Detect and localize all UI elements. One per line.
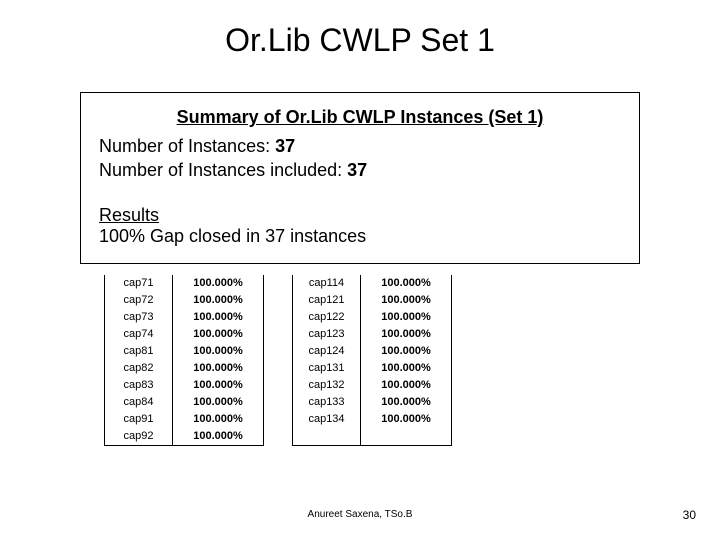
results-table: cap71 cap72 cap73 cap74 cap81 cap82 cap8… (104, 275, 452, 446)
slide-title: Or.Lib CWLP Set 1 (0, 22, 720, 59)
summary-line-1: Number of Instances: 37 (99, 134, 621, 158)
table-cell: 100.000% (173, 360, 263, 377)
table-cell: cap133 (293, 394, 360, 411)
table-pair: cap71 cap72 cap73 cap74 cap81 cap82 cap8… (104, 275, 264, 446)
table-cell: cap81 (105, 343, 172, 360)
table-cell: cap121 (293, 292, 360, 309)
results-line: 100% Gap closed in 37 instances (99, 226, 621, 247)
table-cell: 100.000% (173, 428, 263, 445)
slide: Or.Lib CWLP Set 1 Summary of Or.Lib CWLP… (0, 0, 720, 540)
table-cell: 100.000% (361, 411, 451, 428)
table-cell: cap92 (105, 428, 172, 445)
table-cell: cap122 (293, 309, 360, 326)
footer-page-number: 30 (683, 508, 696, 522)
results-heading: Results (99, 205, 621, 226)
table-cell: 100.000% (361, 377, 451, 394)
table-cell: cap72 (105, 292, 172, 309)
table-cell: 100.000% (361, 292, 451, 309)
results-prefix: 100% Gap closed in (99, 226, 265, 246)
results-suffix: instances (285, 226, 366, 246)
table-cell: 100.000% (173, 377, 263, 394)
table-cell: cap73 (105, 309, 172, 326)
summary-heading: Summary of Or.Lib CWLP Instances (Set 1) (99, 107, 621, 128)
summary-line-2-value: 37 (347, 160, 367, 180)
summary-line-2: Number of Instances included: 37 (99, 158, 621, 182)
table-cell: cap131 (293, 360, 360, 377)
table-cell: 100.000% (361, 394, 451, 411)
table-cell: cap123 (293, 326, 360, 343)
table-cell: cap71 (105, 275, 172, 292)
table-cell: 100.000% (173, 309, 263, 326)
table-cell: 100.000% (361, 326, 451, 343)
summary-box: Summary of Or.Lib CWLP Instances (Set 1)… (80, 92, 640, 264)
table-cell: 100.000% (361, 309, 451, 326)
summary-line-1-prefix: Number of Instances: (99, 136, 275, 156)
table-col-name: cap114 cap121 cap122 cap123 cap124 cap13… (292, 275, 360, 446)
table-cell: cap83 (105, 377, 172, 394)
table-pair: cap114 cap121 cap122 cap123 cap124 cap13… (292, 275, 452, 446)
table-cell: 100.000% (173, 411, 263, 428)
table-cell: 100.000% (173, 326, 263, 343)
table-cell: 100.000% (173, 292, 263, 309)
table-cell: cap91 (105, 411, 172, 428)
table-cell: 100.000% (361, 360, 451, 377)
table-col-name: cap71 cap72 cap73 cap74 cap81 cap82 cap8… (104, 275, 172, 446)
table-col-pct: 100.000% 100.000% 100.000% 100.000% 100.… (360, 275, 452, 446)
table-cell: cap84 (105, 394, 172, 411)
footer-author: Anureet Saxena, TSo.B (0, 509, 720, 520)
results-value: 37 (265, 226, 285, 246)
table-cell: 100.000% (173, 394, 263, 411)
table-cell: 100.000% (173, 343, 263, 360)
table-cell: 100.000% (361, 275, 451, 292)
table-cell: 100.000% (173, 275, 263, 292)
table-cell: cap114 (293, 275, 360, 292)
table-col-pct: 100.000% 100.000% 100.000% 100.000% 100.… (172, 275, 264, 446)
table-cell: cap124 (293, 343, 360, 360)
table-cell: 100.000% (361, 343, 451, 360)
table-cell: cap82 (105, 360, 172, 377)
summary-line-1-value: 37 (275, 136, 295, 156)
summary-line-2-prefix: Number of Instances included: (99, 160, 347, 180)
table-cell: cap74 (105, 326, 172, 343)
table-cell: cap134 (293, 411, 360, 428)
table-cell: cap132 (293, 377, 360, 394)
